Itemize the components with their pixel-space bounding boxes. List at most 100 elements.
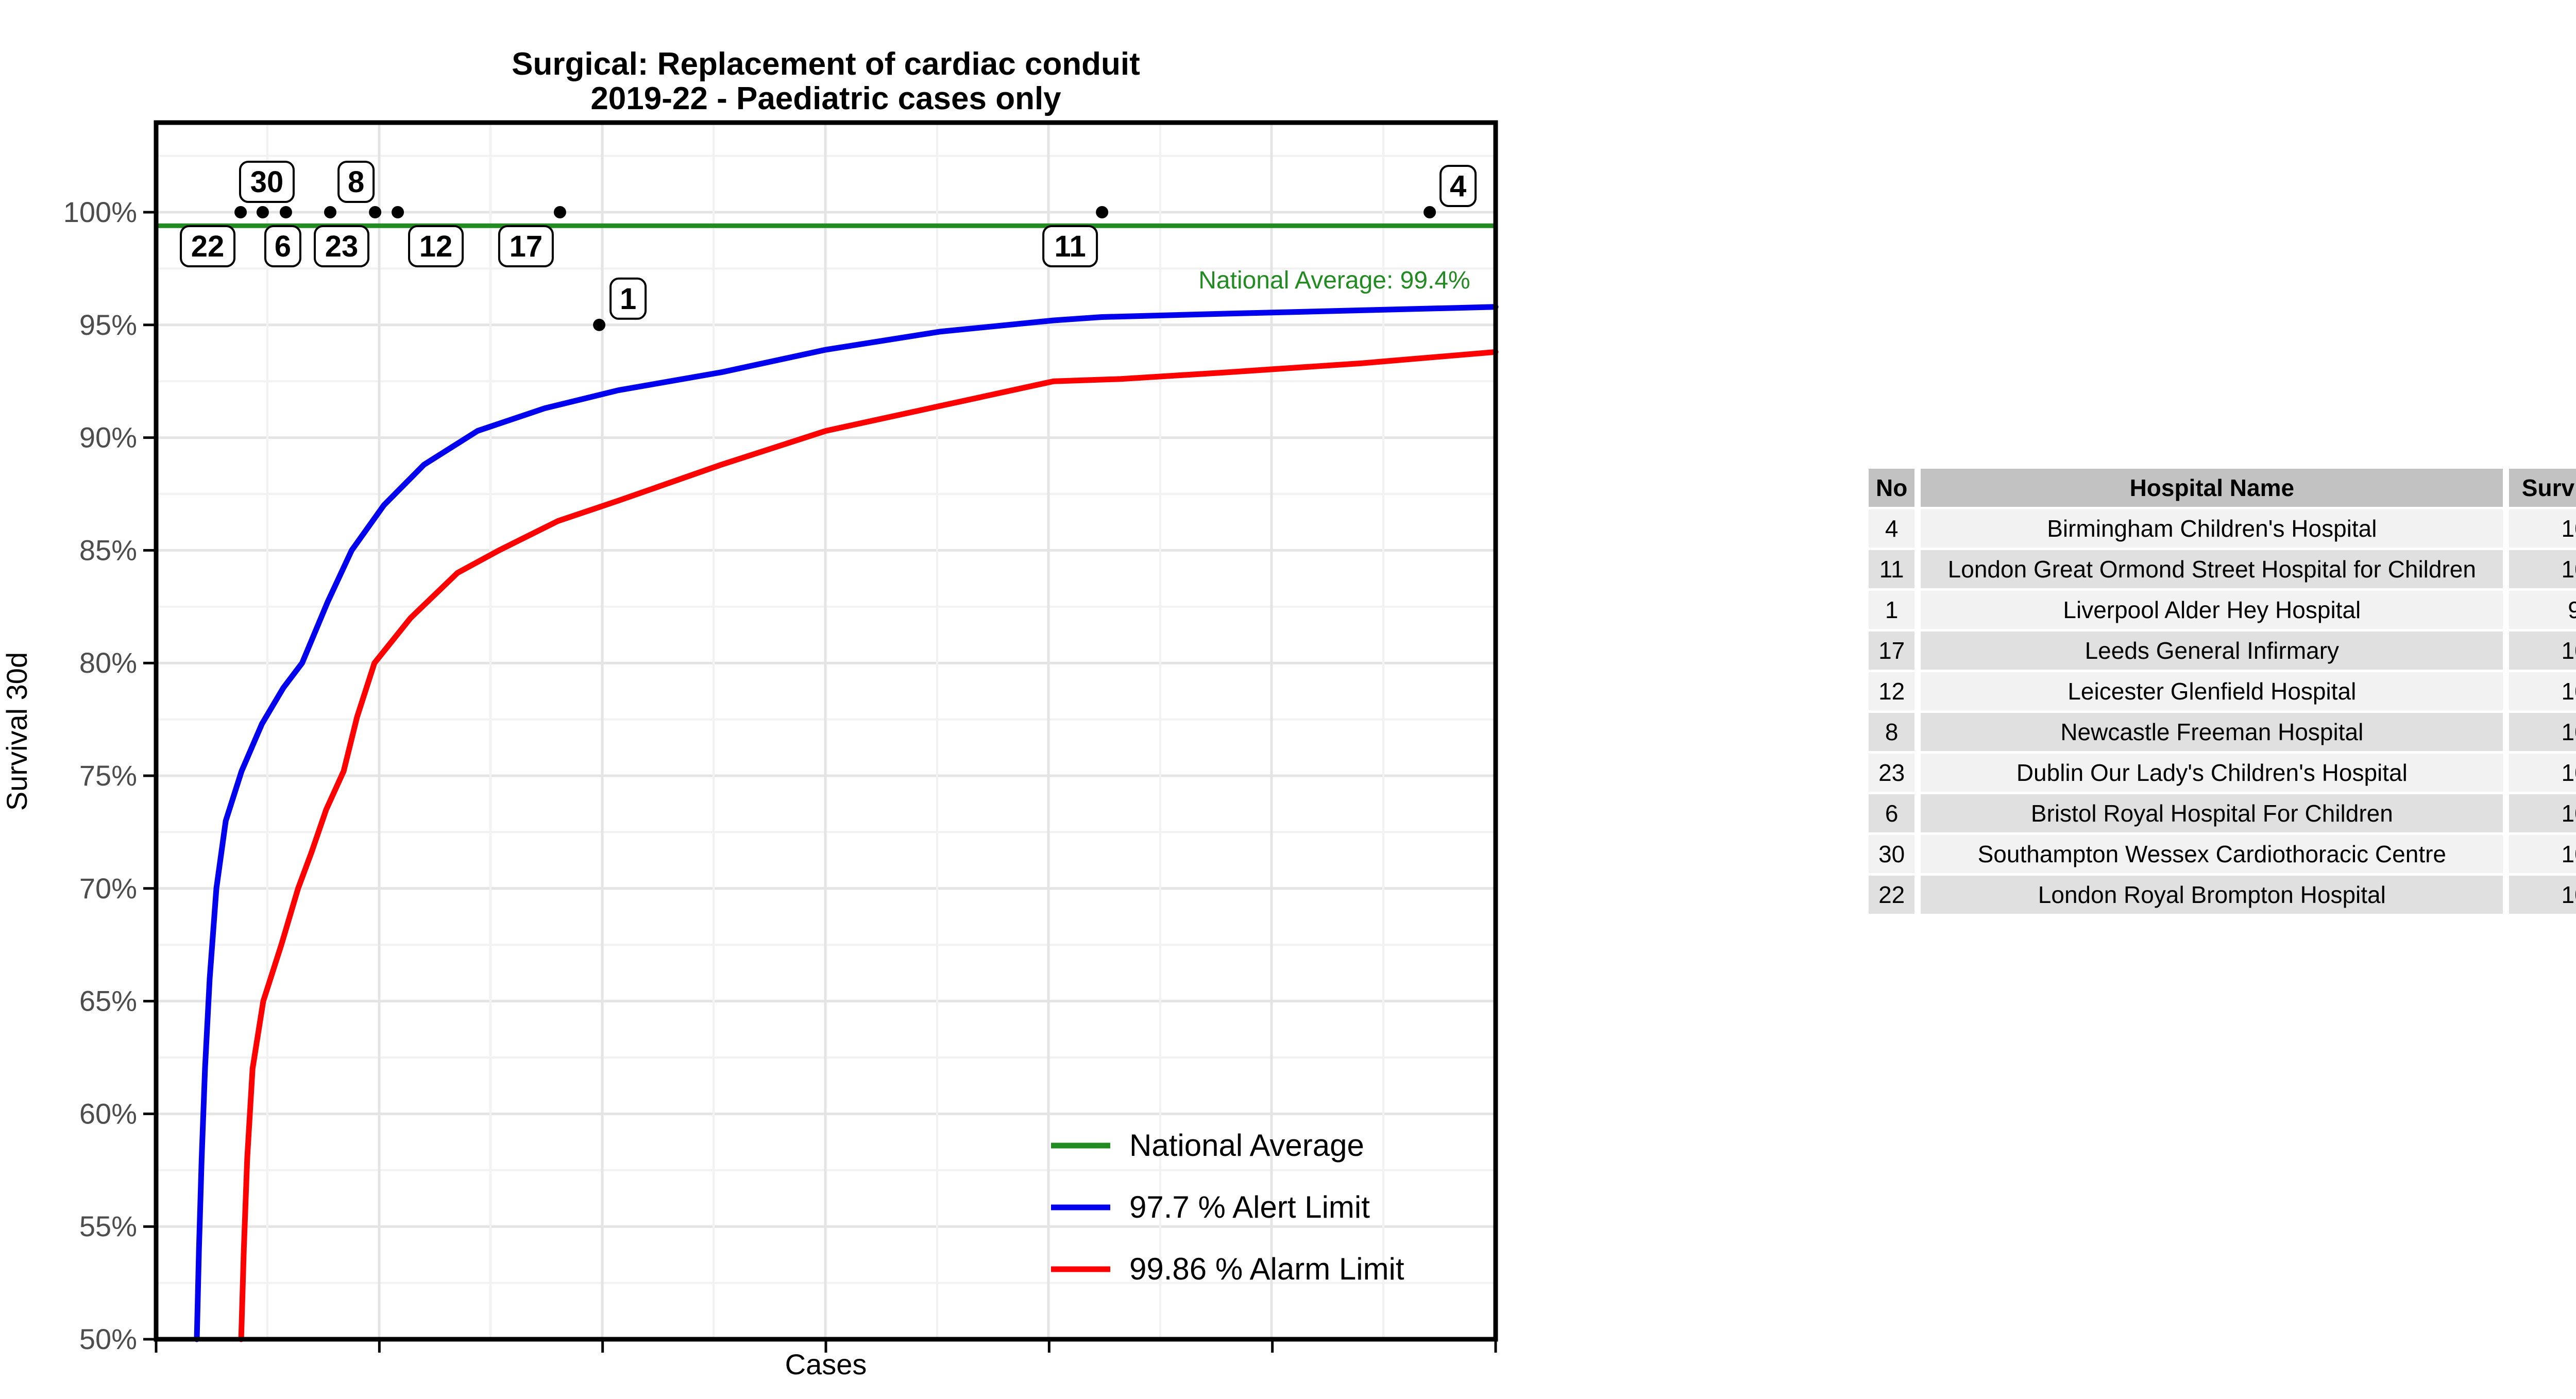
legend-label-national-average: National Average xyxy=(1129,1128,1364,1163)
chart-title-line2: 2019-22 - Paediatric cases only xyxy=(590,81,1061,116)
national-average-annotation: National Average: 99.4% xyxy=(1198,267,1470,294)
hospital-label-box xyxy=(1042,225,1098,267)
cell-hospital-name: Leicester Glenfield Hospital xyxy=(1921,672,2503,710)
cell-survival-30d: 100% xyxy=(2509,835,2576,873)
hospital-point xyxy=(234,206,247,218)
y-tick-label: 65% xyxy=(79,985,137,1017)
header-no: No xyxy=(1869,469,1915,507)
cell-survival-30d: 100% xyxy=(2509,876,2576,914)
hospital-point xyxy=(324,206,336,218)
cell-hospital-name: Newcastle Freeman Hospital xyxy=(1921,713,2503,751)
hospital-label-box xyxy=(408,225,464,267)
cell-hospital-name: Dublin Our Lady's Children's Hospital xyxy=(1921,754,2503,792)
limit-curves-layer xyxy=(156,223,1499,1342)
hospital-label-number: 6 xyxy=(275,230,291,263)
y-tick-label: 75% xyxy=(79,759,137,792)
hospital-label-number: 4 xyxy=(1450,169,1466,203)
hospital-label-number: 22 xyxy=(191,230,225,263)
legend-label-alarm-limit: 99.86 % Alarm Limit xyxy=(1129,1252,1404,1286)
axis-ticks-layer: 100% 95% 90% 85% 80% 75% 70% 65% 60% 55% 50% xyxy=(63,196,1497,1355)
cell-survival-30d: 100% xyxy=(2509,509,2576,548)
hospital-label-number: 17 xyxy=(510,230,543,263)
cell-hospital-name: London Great Ormond Street Hospital for … xyxy=(1921,550,2503,588)
cell-no: 11 xyxy=(1869,550,1915,588)
cell-survival-30d: 100% xyxy=(2509,713,2576,751)
cell-no: 23 xyxy=(1869,754,1915,792)
hospital-point xyxy=(553,206,566,218)
cell-hospital-name: Birmingham Children's Hospital xyxy=(1921,509,2503,548)
cell-hospital-name: Southampton Wessex Cardiothoracic Centre xyxy=(1921,835,2503,873)
cell-no: 4 xyxy=(1869,509,1915,548)
alert-limit-curve xyxy=(194,304,1499,1342)
chart-title-line1: Surgical: Replacement of cardiac conduit xyxy=(512,46,1140,82)
hospital-point xyxy=(279,206,292,218)
hospital-point xyxy=(593,318,606,331)
header-hospital-name: Hospital Name xyxy=(1921,469,2503,507)
hospital-point xyxy=(1423,206,1436,218)
header-survival-30d: Survival 30d xyxy=(2509,469,2576,507)
cell-no: 22 xyxy=(1869,876,1915,914)
hospital-label-number: 23 xyxy=(325,230,359,263)
table-row: 30 Southampton Wessex Cardiothoracic Cent… xyxy=(1869,835,2576,873)
legend: National Average 97.7 % Alert Limit 99.8… xyxy=(1051,1128,1404,1286)
y-tick-label: 90% xyxy=(79,421,137,454)
cell-hospital-name: Bristol Royal Hospital For Children xyxy=(1921,794,2503,832)
cell-no: 6 xyxy=(1869,794,1915,832)
cell-no: 1 xyxy=(1869,591,1915,629)
hospital-label-box xyxy=(180,225,236,267)
cell-no: 12 xyxy=(1869,672,1915,710)
table-header-row: No Hospital Name Survival 30d xyxy=(1869,469,2576,507)
y-tick-label: 55% xyxy=(79,1210,137,1242)
alarm-limit-curve xyxy=(238,349,1499,1342)
hospital-label-box xyxy=(264,225,301,267)
hospital-label-box xyxy=(314,225,369,267)
y-tick-label: 60% xyxy=(79,1097,137,1130)
funnel-plot-panel: 22 30 6 23 8 12 17 1 11 4 100% 95% 90% 85% 80% 75% 70% 6… xyxy=(1,46,1499,1380)
cell-hospital-name: Liverpool Alder Hey Hospital xyxy=(1921,591,2503,629)
plot-frame xyxy=(154,120,1498,1342)
cell-survival-30d: 100% xyxy=(2509,754,2576,792)
hospital-label-number: 1 xyxy=(620,282,636,316)
hospital-label-number: 11 xyxy=(1054,230,1086,263)
legend-label-alert-limit: 97.7 % Alert Limit xyxy=(1129,1190,1370,1224)
hospital-results-table: No Hospital Name Survival 30d 4Birmingha… xyxy=(1862,466,2576,916)
hospital-label-box xyxy=(239,161,295,203)
cell-no: 17 xyxy=(1869,632,1915,670)
y-axis-title: Survival 30d xyxy=(1,652,33,811)
y-tick-label: 80% xyxy=(79,646,137,679)
cell-no: 30 xyxy=(1869,835,1915,873)
hospital-label-number: 12 xyxy=(419,230,453,263)
table-row: 23 Dublin Our Lady's Children's Hospital 1… xyxy=(1869,754,2576,792)
y-tick-label: 95% xyxy=(79,309,137,341)
hospital-point xyxy=(1096,206,1109,218)
cell-survival-30d: 95% xyxy=(2509,591,2576,629)
cell-hospital-name: London Royal Brompton Hospital xyxy=(1921,876,2503,914)
hospital-label-number: 8 xyxy=(348,165,364,199)
hospital-label-box xyxy=(609,277,647,320)
hospital-label-box xyxy=(1439,165,1477,207)
cell-survival-30d: 100% xyxy=(2509,794,2576,832)
x-axis-title: Cases xyxy=(785,1348,867,1380)
hospital-label-box xyxy=(498,225,554,267)
y-tick-label: 100% xyxy=(63,196,137,228)
cell-hospital-name: Leeds General Infirmary xyxy=(1921,632,2503,670)
cell-survival-30d: 100% xyxy=(2509,632,2576,670)
table-row: 11 London Great Ormond Street Hospital fo… xyxy=(1869,550,2576,588)
y-tick-label: 70% xyxy=(79,872,137,905)
cell-no: 8 xyxy=(1869,713,1915,751)
y-tick-label: 50% xyxy=(79,1323,137,1355)
hospital-point xyxy=(256,206,269,218)
hospital-label-number: 30 xyxy=(250,165,284,199)
hospital-label-box xyxy=(337,161,375,203)
cell-survival-30d: 100% xyxy=(2509,550,2576,588)
cell-survival-30d: 100% xyxy=(2509,672,2576,710)
y-tick-label: 85% xyxy=(79,534,137,566)
